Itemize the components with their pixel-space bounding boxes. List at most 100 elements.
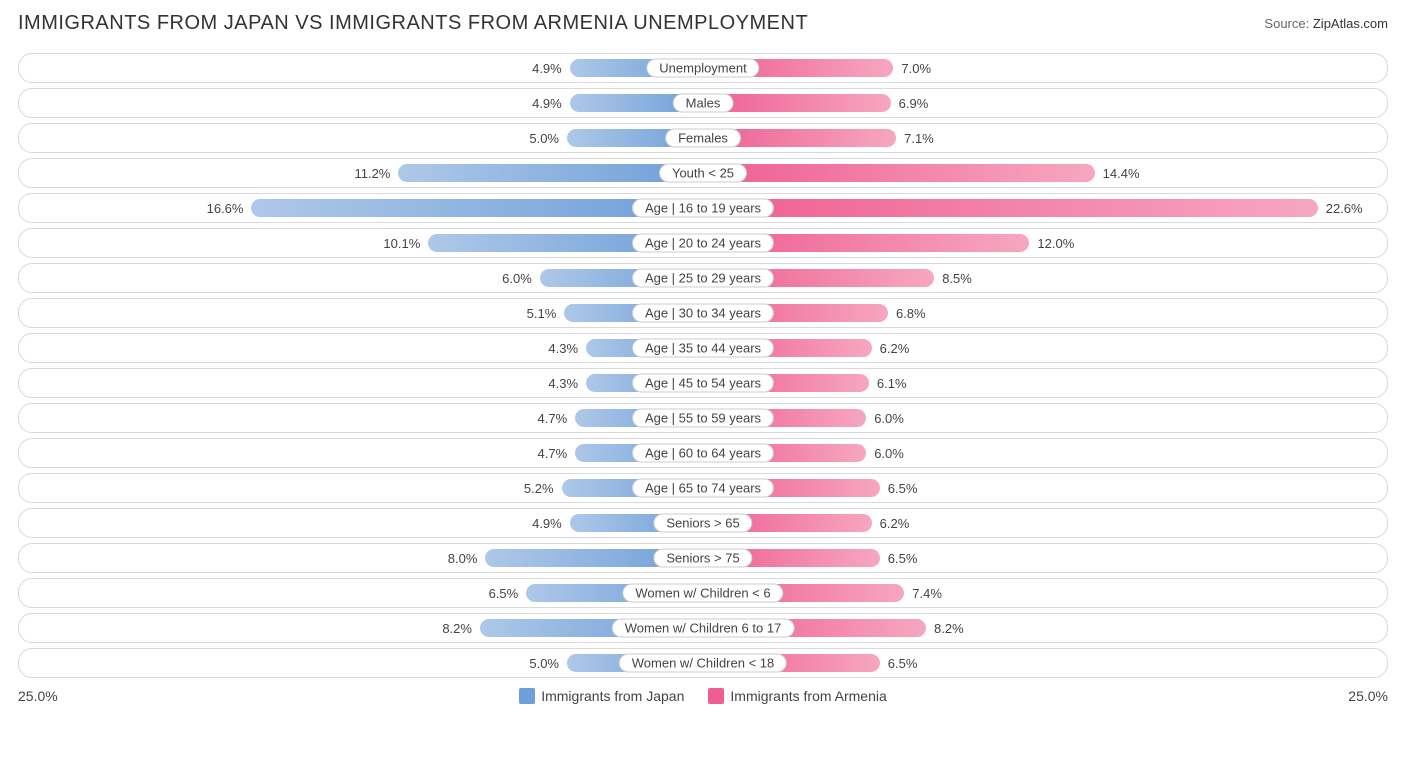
left-value-label: 5.0% [529,656,559,671]
category-label: Women w/ Children < 6 [622,584,783,603]
axis-right-max: 25.0% [1328,688,1388,704]
category-label: Age | 25 to 29 years [632,269,774,288]
row-right-half: 6.8% [703,299,1383,327]
left-value-label: 4.3% [548,376,578,391]
right-value-label: 8.5% [942,271,972,286]
left-value-label: 4.9% [532,61,562,76]
chart-row: 4.9% 6.2% Seniors > 65 [18,508,1388,538]
left-value-label: 5.1% [527,306,557,321]
row-right-half: 12.0% [703,229,1383,257]
legend-item-right: Immigrants from Armenia [708,688,886,704]
legend-item-left: Immigrants from Japan [519,688,684,704]
row-left-half: 4.9% [23,509,703,537]
row-right-half: 6.5% [703,544,1383,572]
row-left-half: 6.0% [23,264,703,292]
left-value-label: 11.2% [354,166,390,181]
row-right-half: 6.2% [703,509,1383,537]
chart-row: 16.6% 22.6% Age | 16 to 19 years [18,193,1388,223]
row-right-half: 8.5% [703,264,1383,292]
category-label: Females [665,129,741,148]
left-value-label: 4.9% [532,96,562,111]
left-value-label: 6.0% [502,271,532,286]
chart-row: 5.2% 6.5% Age | 65 to 74 years [18,473,1388,503]
right-value-label: 7.0% [901,61,931,76]
legend: Immigrants from Japan Immigrants from Ar… [519,688,887,704]
category-label: Women w/ Children < 18 [619,654,787,673]
category-label: Seniors > 75 [653,549,752,568]
source-label: Source: [1264,16,1309,31]
right-value-label: 14.4% [1103,166,1140,181]
row-right-half: 6.1% [703,369,1383,397]
row-left-half: 8.2% [23,614,703,642]
category-label: Age | 60 to 64 years [632,444,774,463]
left-value-label: 4.7% [538,446,568,461]
chart-row: 10.1% 12.0% Age | 20 to 24 years [18,228,1388,258]
left-value-label: 6.5% [489,586,519,601]
legend-label-left: Immigrants from Japan [541,688,684,704]
category-label: Youth < 25 [659,164,747,183]
row-left-half: 5.0% [23,649,703,677]
chart-header: IMMIGRANTS FROM JAPAN VS IMMIGRANTS FROM… [18,12,1388,35]
chart-row: 11.2% 14.4% Youth < 25 [18,158,1388,188]
left-value-label: 4.9% [532,516,562,531]
chart-row: 5.0% 7.1% Females [18,123,1388,153]
chart-row: 4.7%6.0%Age | 55 to 59 years [18,403,1388,433]
chart-row: 6.5% 7.4% Women w/ Children < 6 [18,578,1388,608]
row-left-half: 5.2% [23,474,703,502]
row-right-half: 6.0% [703,404,1383,432]
row-left-half: 5.0% [23,124,703,152]
left-value-label: 5.2% [524,481,554,496]
row-left-half: 4.9% [23,54,703,82]
row-right-half: 14.4% [703,159,1383,187]
legend-label-right: Immigrants from Armenia [730,688,886,704]
chart-row: 4.7%6.0%Age | 60 to 64 years [18,438,1388,468]
category-label: Males [673,94,734,113]
category-label: Age | 35 to 44 years [632,339,774,358]
right-value-label: 6.5% [888,551,918,566]
row-left-half: 10.1% [23,229,703,257]
right-value-label: 6.2% [880,516,910,531]
left-bar [398,164,703,182]
category-label: Age | 30 to 34 years [632,304,774,323]
row-left-half: 4.3% [23,369,703,397]
row-right-half: 6.5% [703,649,1383,677]
right-bar [703,199,1318,217]
right-value-label: 6.9% [899,96,929,111]
row-left-half: 5.1% [23,299,703,327]
right-bar [703,164,1095,182]
right-value-label: 6.0% [874,411,904,426]
chart-row: 6.0% 8.5% Age | 25 to 29 years [18,263,1388,293]
category-label: Age | 20 to 24 years [632,234,774,253]
legend-swatch-right [708,688,724,704]
category-label: Age | 65 to 74 years [632,479,774,498]
row-left-half: 4.7% [23,439,703,467]
category-label: Age | 16 to 19 years [632,199,774,218]
row-right-half: 6.5% [703,474,1383,502]
chart-row: 8.0% 6.5% Seniors > 75 [18,543,1388,573]
row-left-half: 8.0% [23,544,703,572]
left-value-label: 8.2% [442,621,472,636]
left-value-label: 16.6% [207,201,244,216]
right-value-label: 12.0% [1037,236,1074,251]
row-right-half: 22.6% [703,194,1383,222]
chart-row: 4.3% 6.1% Age | 45 to 54 years [18,368,1388,398]
category-label: Women w/ Children 6 to 17 [612,619,795,638]
right-value-label: 22.6% [1326,201,1363,216]
right-value-label: 6.2% [880,341,910,356]
row-left-half: 4.9% [23,89,703,117]
right-value-label: 7.1% [904,131,934,146]
right-value-label: 6.5% [888,481,918,496]
row-right-half: 7.1% [703,124,1383,152]
right-value-label: 6.1% [877,376,907,391]
chart-row: 4.9% 6.9% Males [18,88,1388,118]
chart-row: 5.0% 6.5% Women w/ Children < 18 [18,648,1388,678]
right-value-label: 6.5% [888,656,918,671]
right-value-label: 7.4% [912,586,942,601]
left-value-label: 4.7% [538,411,568,426]
category-label: Seniors > 65 [653,514,752,533]
chart-title: IMMIGRANTS FROM JAPAN VS IMMIGRANTS FROM… [18,12,808,35]
chart-area: 4.9%7.0%Unemployment4.9%6.9%Males5.0%7.1… [18,53,1388,678]
row-right-half: 7.4% [703,579,1383,607]
category-label: Age | 45 to 54 years [632,374,774,393]
axis-left-max: 25.0% [18,688,78,704]
